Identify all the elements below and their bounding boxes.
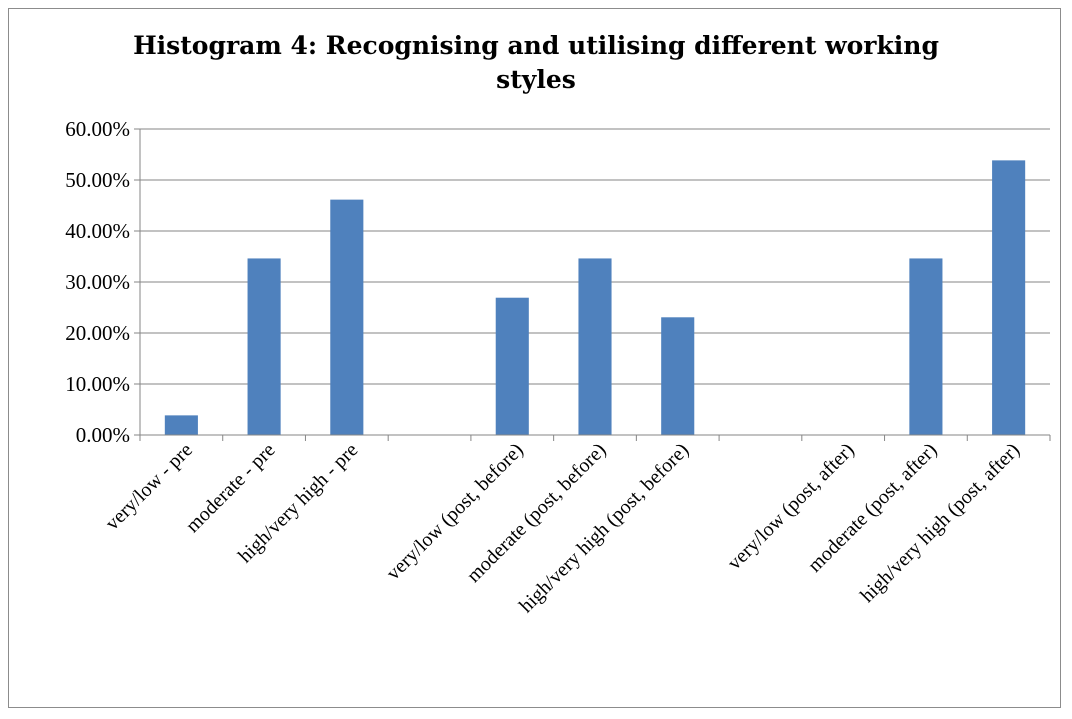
chart-title: Histogram 4: Recognising and utilising d… [0,29,1072,97]
y-tick-label: 10.00% [65,372,130,396]
bar [330,199,364,435]
y-tick-label: 60.00% [65,117,130,141]
x-tick-label: very/low (post, before) [382,439,528,585]
x-tick-label: moderate (post, before) [463,439,611,587]
bar [661,317,695,435]
chart-title-text: Histogram 4: Recognising and utilising d… [133,31,939,94]
y-tick-label: 0.00% [76,423,130,447]
bar [578,258,612,435]
bar [495,297,529,435]
x-tick-label: high/very high (post, after) [856,439,1024,607]
bar [247,258,281,435]
bar [164,415,198,435]
x-tick-label: high/very high (post, before) [515,439,693,617]
chart-frame [8,8,1061,708]
y-tick-label: 50.00% [65,168,130,192]
y-tick-label: 40.00% [65,219,130,243]
bar [992,160,1026,436]
y-tick-label: 30.00% [65,270,130,294]
y-tick-label: 20.00% [65,321,130,345]
bar [909,258,943,435]
